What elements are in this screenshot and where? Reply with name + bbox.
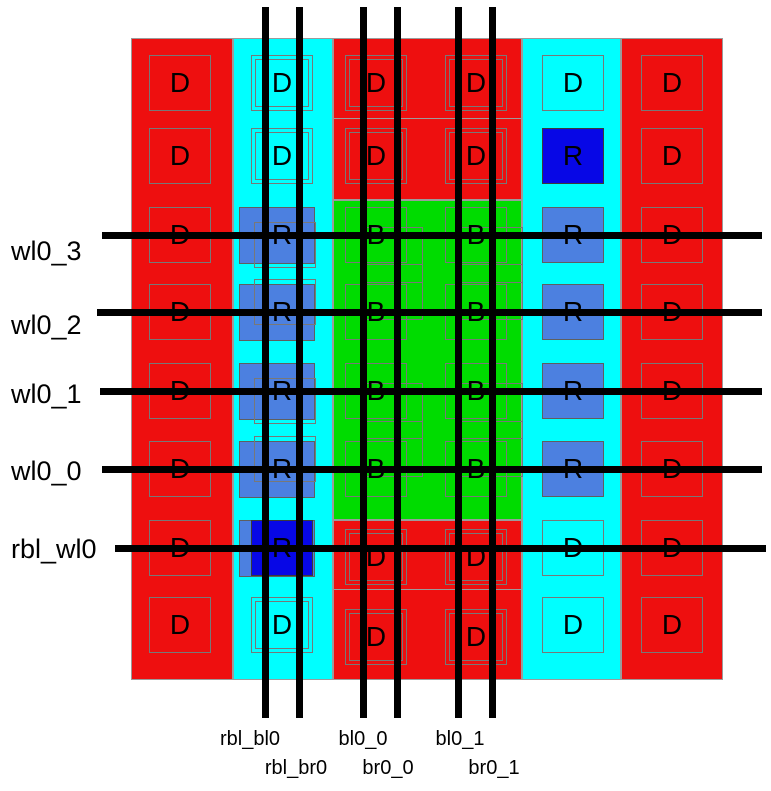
- cell-boundary-line-0: [333, 118, 522, 119]
- wordline-rbl_wl0: [115, 545, 766, 552]
- cell-d-r7c4: [542, 597, 604, 653]
- cell-d-r0c0-letter: D: [169, 67, 191, 98]
- cell-r-r2c1-inner: [254, 222, 316, 268]
- wordline-label-wl0_0: wl0_0: [11, 456, 82, 486]
- cell-d-r1c5: [641, 128, 703, 184]
- cell-d-r7c3: [445, 609, 507, 665]
- cell-d-r0c2: [345, 55, 407, 111]
- cell-d-r1c3-inner: [449, 132, 503, 180]
- region-right-dummy-column: [621, 38, 723, 680]
- bitline-bl0_0: [360, 7, 367, 718]
- cell-d-r7c0-letter: D: [169, 609, 191, 640]
- cell-d-r0c3: [445, 55, 507, 111]
- cell-r-r1c4-letter: R: [562, 140, 584, 171]
- cell-d-r1c5-letter: D: [661, 140, 683, 171]
- cell-d-r1c1-inner: [255, 132, 309, 180]
- bitline-br0_0: [394, 7, 401, 718]
- cell-d-r0c1-letter: D: [271, 67, 293, 98]
- wordline-label-rbl_wl0: rbl_wl0: [11, 534, 97, 564]
- cell-d-r0c2-letter: D: [365, 67, 387, 98]
- bitline-label-br0_1: br0_1: [468, 757, 520, 779]
- wordline-label-wl0_2: wl0_2: [11, 310, 82, 340]
- cell-d-r1c3-letter: D: [465, 140, 487, 171]
- cell-d-r0c0: [149, 55, 211, 111]
- cell-r-r5c1-inner: [254, 436, 316, 482]
- wordline-label-wl0_1: wl0_1: [11, 379, 82, 409]
- cell-d-r0c5-letter: D: [661, 67, 683, 98]
- cell-d-r7c5: [641, 597, 703, 653]
- cell-d-r0c1: [251, 55, 313, 111]
- cell-r-r3c1-inner: [254, 279, 316, 325]
- bitline-label-rbl_bl0: rbl_bl0: [219, 728, 281, 750]
- cell-d-r1c1-letter: D: [271, 140, 293, 171]
- bitline-bl0_1: [455, 7, 462, 718]
- cell-d-r0c5: [641, 55, 703, 111]
- cell-d-r6c2-inner: [349, 533, 403, 581]
- cell-d-r6c3: [445, 529, 507, 585]
- cell-d-r1c2: [345, 128, 407, 184]
- cell-d-r6c3-inner: [449, 533, 503, 581]
- wordline-label-wl0_3: wl0_3: [11, 236, 82, 266]
- bitline-br0_1: [489, 7, 496, 718]
- wordline-wl0_1: [100, 388, 762, 395]
- bitline-rbl_br0: [296, 7, 303, 718]
- cell-d-r1c0: [149, 128, 211, 184]
- cell-d-r0c4: [542, 55, 604, 111]
- bitline-label-rbl_br0: rbl_br0: [264, 757, 328, 779]
- cell-r-r4c1-inner: [254, 378, 316, 424]
- cell-d-r1c0-letter: D: [169, 140, 191, 171]
- cell-d-r0c3-inner: [449, 59, 503, 107]
- wordline-wl0_2: [97, 309, 762, 316]
- cell-d-r1c2-letter: D: [365, 140, 387, 171]
- cell-d-r7c1: [251, 597, 313, 653]
- cell-d-r7c3-letter: D: [465, 621, 487, 652]
- cell-d-r1c1: [251, 128, 313, 184]
- cell-d-r7c4-letter: D: [562, 609, 584, 640]
- cell-d-r0c1-inner: [255, 59, 309, 107]
- cell-d-r7c2: [345, 609, 407, 665]
- bitline-rbl_bl0: [262, 7, 269, 718]
- cell-d-r0c4-letter: D: [562, 67, 584, 98]
- cell-d-r7c1-letter: D: [271, 609, 293, 640]
- cell-d-r7c1-inner: [255, 601, 309, 649]
- bitline-label-bl0_1: bl0_1: [435, 728, 485, 750]
- cell-d-r7c0: [149, 597, 211, 653]
- cell-d-r7c5-letter: D: [661, 609, 683, 640]
- bitline-label-bl0_0: bl0_0: [338, 728, 388, 750]
- cell-boundary-line-1: [333, 589, 522, 590]
- wordline-wl0_0: [102, 466, 762, 473]
- cell-r-r1c4: [542, 128, 604, 184]
- cell-d-r7c3-inner: [449, 613, 503, 661]
- cell-d-r1c2-inner: [349, 132, 403, 180]
- region-left-dummy-column: [131, 38, 233, 680]
- bitline-label-br0_0: br0_0: [362, 757, 414, 779]
- cell-d-r0c2-inner: [349, 59, 403, 107]
- cell-d-r0c3-letter: D: [465, 67, 487, 98]
- cell-d-r7c2-inner: [349, 613, 403, 661]
- cell-d-r1c3: [445, 128, 507, 184]
- cell-d-r7c2-letter: D: [365, 621, 387, 652]
- cell-d-r6c2: [345, 529, 407, 585]
- wordline-wl0_3: [102, 232, 762, 239]
